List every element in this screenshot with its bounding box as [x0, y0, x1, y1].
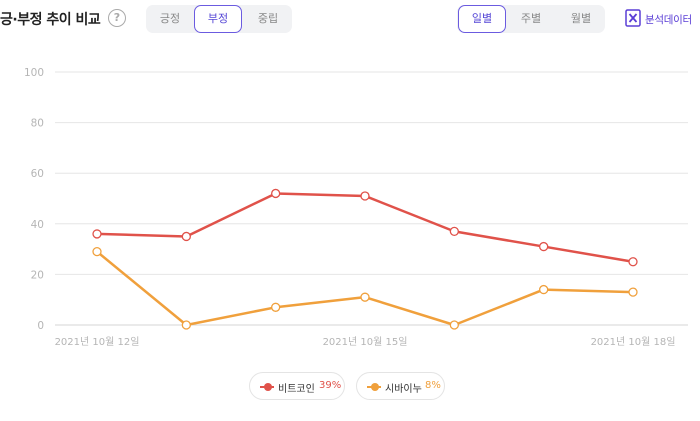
data-point	[271, 188, 281, 199]
header: 긍·부정 추이 비교 ? 긍정 부정 중립 일별 주별 월별 분석데이터	[0, 0, 700, 40]
page-title: 긍·부정 추이 비교	[0, 12, 101, 28]
tab-weekly[interactable]: 주별	[520, 12, 542, 25]
tab-negative[interactable]: 부정	[194, 5, 242, 33]
legend-label: 비트코인	[278, 384, 315, 395]
data-point	[628, 287, 638, 297]
y-tick-label: 20	[31, 269, 44, 281]
data-point	[449, 226, 459, 237]
tab-neutral[interactable]: 중립	[257, 12, 279, 25]
period-tab-group: 일별 주별 월별	[457, 5, 605, 33]
data-point	[628, 257, 638, 267]
data-point	[181, 320, 191, 330]
legend-item-bitcoin[interactable]: 비트코인 39%	[249, 372, 345, 400]
excel-icon	[625, 9, 641, 27]
data-point	[360, 292, 370, 302]
line-chart: 0 20 40 60 80 100 2021년 10월 12일 2021년 10월 15일 20…	[24, 67, 688, 348]
y-tick-label: 80	[31, 118, 44, 130]
series-line	[95, 192, 635, 263]
data-point	[360, 191, 370, 201]
data-point	[92, 246, 102, 257]
export-label: 분석데이터	[645, 14, 692, 26]
x-tick-label: 2021년 10월 12일	[55, 336, 140, 348]
legend-dot	[371, 383, 379, 391]
series-line	[95, 250, 635, 327]
tab-positive[interactable]: 긍정	[159, 12, 181, 25]
y-tick-label: 0	[37, 320, 44, 332]
y-tick-label: 100	[24, 67, 44, 79]
data-point	[539, 284, 549, 295]
sentiment-tab-group: 긍정 부정 중립	[146, 5, 292, 33]
data-point	[181, 231, 191, 242]
legend-label: 시바이누	[385, 384, 422, 395]
data-point	[449, 320, 459, 330]
tab-monthly[interactable]: 월별	[570, 12, 592, 25]
legend-percent: 39%	[319, 380, 342, 391]
data-point	[92, 229, 102, 239]
x-tick-label: 2021년 10월 18일	[591, 336, 676, 348]
legend-item-shiba-inu[interactable]: 시바이누 8%	[356, 372, 445, 400]
y-tick-label: 60	[31, 168, 44, 180]
data-point	[271, 302, 281, 312]
legend-percent: 8%	[425, 380, 441, 391]
y-tick-label: 40	[31, 219, 44, 231]
data-point	[539, 241, 549, 252]
legend-dot	[264, 383, 272, 391]
help-icon[interactable]: ?	[108, 9, 126, 27]
x-tick-label: 2021년 10월 15일	[323, 336, 408, 348]
tab-daily[interactable]: 일별	[458, 5, 506, 33]
